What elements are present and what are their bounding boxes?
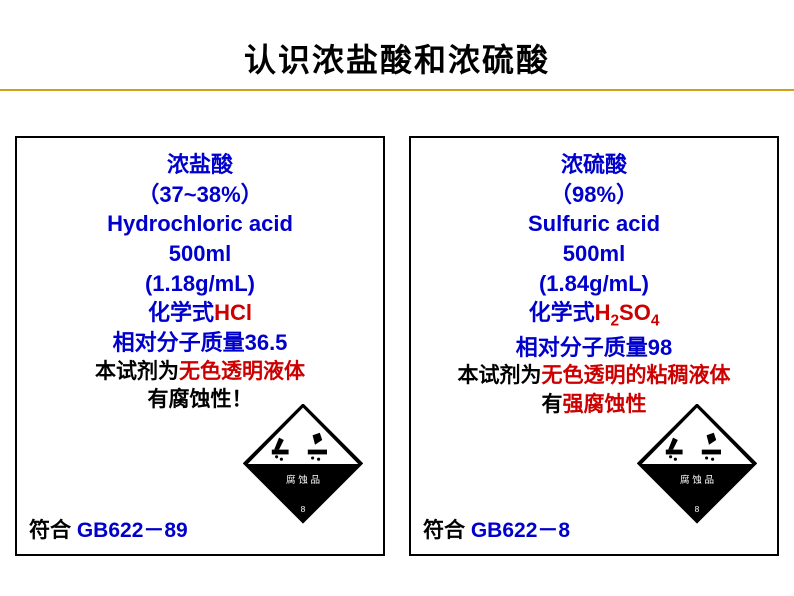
svg-text:腐 蚀 品: 腐 蚀 品 — [680, 474, 714, 486]
h2so4-desc-prefix: 本试剂为 — [458, 364, 542, 387]
h2so4-formula-row: 化学式H2SO4 — [529, 298, 660, 332]
h2so4-formula: H2SO4 — [595, 300, 660, 325]
hcl-desc-row: 本试剂为无色透明液体 — [95, 358, 305, 386]
hcl-formula-label: 化学式 — [148, 300, 214, 325]
card-h2so4-inner: 浓硫酸 （98%） Sulfuric acid 500ml (1.84g/mL)… — [419, 150, 769, 419]
h2so4-gb: 符合 GB622－8 — [423, 514, 570, 544]
h2so4-gb-code: GB622－8 — [471, 519, 570, 542]
h2so4-hazard-icon: 腐 蚀 品 8 — [637, 404, 757, 524]
hcl-gb-code: GB622－89 — [77, 519, 188, 542]
hazard-text: 腐 蚀 品 — [286, 474, 320, 486]
hcl-formula-row: 化学式HCl — [148, 298, 252, 328]
card-h2so4: 浓硫酸 （98%） Sulfuric acid 500ml (1.84g/mL)… — [409, 136, 779, 556]
hcl-corrosive-row: 有腐蚀性！ — [148, 386, 253, 414]
h2so4-formula-label: 化学式 — [529, 300, 595, 325]
h2so4-desc-red: 无色透明的粘稠液体 — [542, 364, 731, 387]
hcl-concentration: （37~38%） — [137, 180, 262, 210]
h2so4-volume: 500ml — [563, 239, 625, 269]
h2so4-corr-prefix: 有 — [542, 393, 563, 416]
hcl-formula: HCl — [214, 300, 252, 325]
hcl-corr-suffix: 腐蚀性！ — [169, 388, 253, 411]
h2so4-bottom: 符合 GB622－8 — [423, 514, 765, 544]
card-hcl-inner: 浓盐酸 （37~38%） Hydrochloric acid 500ml (1.… — [25, 150, 375, 415]
hcl-corr-prefix: 有 — [148, 388, 169, 411]
h2so4-mw-row: 相对分子质量98 — [516, 333, 673, 363]
hcl-mw-label: 相对分子质量 — [113, 330, 245, 355]
svg-text:8: 8 — [695, 504, 700, 514]
h2so4-density: (1.84g/mL) — [539, 269, 649, 299]
hcl-name-cn: 浓盐酸 — [167, 150, 233, 180]
svg-text:8: 8 — [301, 504, 306, 514]
h2so4-desc-row: 本试剂为无色透明的粘稠液体 — [458, 362, 731, 390]
h2so4-mw-value: 98 — [648, 335, 672, 360]
h2so4-corrosive-row: 有强腐蚀性 — [542, 391, 647, 419]
hcl-desc-red: 无色透明液体 — [179, 360, 305, 383]
hcl-density: (1.18g/mL) — [145, 269, 255, 299]
card-hcl: 浓盐酸 （37~38%） Hydrochloric acid 500ml (1.… — [15, 136, 385, 556]
cards-container: 浓盐酸 （37~38%） Hydrochloric acid 500ml (1.… — [0, 91, 794, 556]
page-title: 认识浓盐酸和浓硫酸 — [0, 0, 794, 89]
hcl-hazard-icon: 腐 蚀 品 8 — [243, 404, 363, 524]
hcl-gb-prefix: 符合 — [29, 519, 77, 542]
hcl-bottom: 符合 GB622－89 — [29, 514, 371, 544]
hcl-gb: 符合 GB622－89 — [29, 514, 188, 544]
hcl-volume: 500ml — [169, 239, 231, 269]
hcl-mw-row: 相对分子质量36.5 — [113, 328, 288, 358]
h2so4-corr-red: 强腐蚀性 — [563, 393, 647, 416]
h2so4-concentration: （98%） — [550, 180, 638, 210]
hcl-desc-prefix: 本试剂为 — [95, 360, 179, 383]
h2so4-gb-prefix: 符合 — [423, 519, 471, 542]
hcl-mw-value: 36.5 — [245, 330, 288, 355]
h2so4-mw-label: 相对分子质量 — [516, 335, 648, 360]
h2so4-name-en: Sulfuric acid — [528, 209, 660, 239]
hcl-name-en: Hydrochloric acid — [107, 209, 293, 239]
h2so4-name-cn: 浓硫酸 — [561, 150, 627, 180]
